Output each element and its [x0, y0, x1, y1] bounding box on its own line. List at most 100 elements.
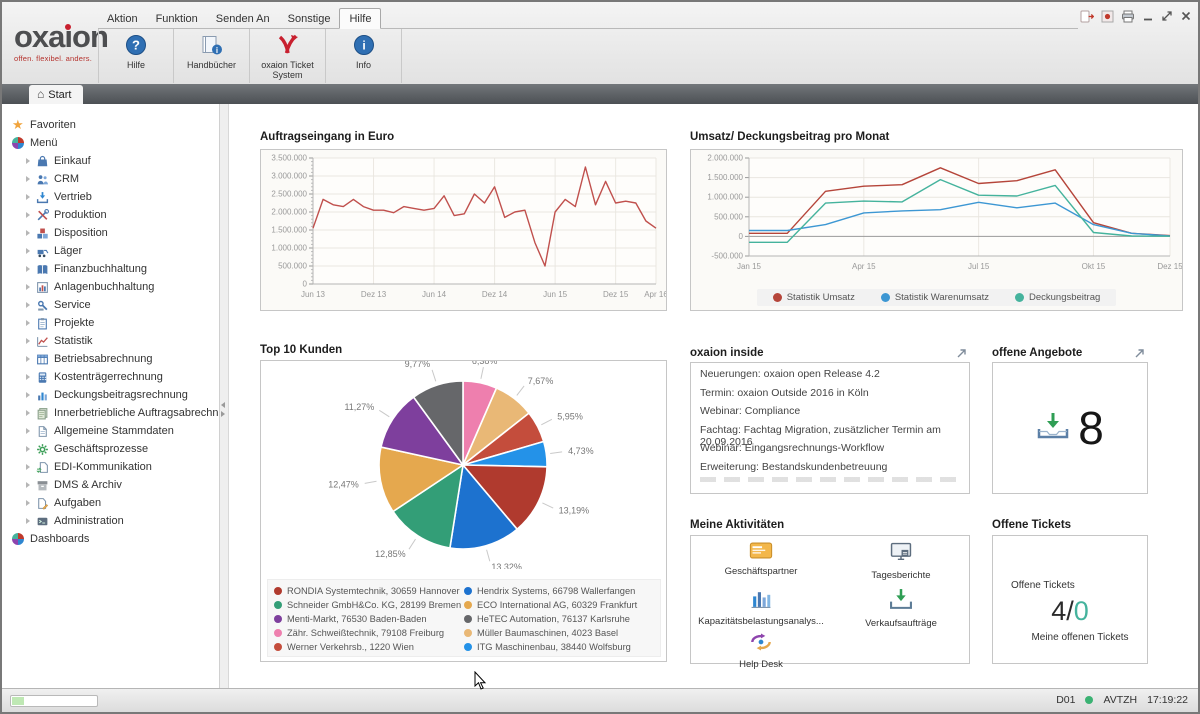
toolbar-info-circle-button[interactable]: i Info	[326, 29, 402, 83]
logo-text: oxaıon	[14, 19, 109, 54]
menu-hilfe[interactable]: Hilfe	[339, 8, 382, 29]
sidebar-item-geschäftsprozesse[interactable]: Geschäftsprozesse	[2, 440, 219, 458]
expander-icon[interactable]	[26, 230, 30, 236]
toolbar-oxaion-bird-button[interactable]: oxaion Ticket System	[250, 29, 326, 83]
offene-angebote-kpi[interactable]: 8	[993, 405, 1147, 451]
window-controls	[1080, 7, 1192, 25]
toolbar-button-label: oxaion Ticket System	[261, 60, 314, 80]
sidebar-item-dms-archiv[interactable]: DMS & Archiv	[2, 476, 219, 494]
toolbar-manual-book-button[interactable]: i Handbücher	[174, 29, 250, 83]
sidebar-item-deckungsbeitragsrechnung[interactable]: Deckungsbeitragsrechnung	[2, 386, 219, 404]
print-icon[interactable]	[1121, 10, 1135, 23]
offene-tickets-count[interactable]: 4/0	[1051, 596, 1089, 626]
sidebar-splitter[interactable]	[220, 104, 229, 688]
expander-icon[interactable]	[26, 428, 30, 434]
expander-icon[interactable]	[26, 374, 30, 380]
news-item[interactable]: Webinar: Eingangsrechnungs-Workflow	[700, 442, 885, 454]
expander-icon[interactable]	[26, 482, 30, 488]
news-item[interactable]: Webinar: Compliance	[700, 405, 801, 417]
sidebar-item-kostenträgerrechnung[interactable]: Kostenträgerrechnung	[2, 368, 219, 386]
menu-senden-an[interactable]: Senden An	[215, 13, 270, 25]
sidebar-item-label: Läger	[54, 245, 83, 257]
expander-icon[interactable]	[26, 518, 30, 524]
activity-tray-green[interactable]: Verkaufsaufträge	[831, 588, 971, 629]
sidebar-item-label: Innerbetriebliche Auftragsabrechnung	[54, 407, 220, 419]
pie-legend-item: Schneider GmbH&Co. KG, 28199 Bremen	[274, 598, 464, 612]
expand-offene-angebote-icon[interactable]	[1134, 346, 1148, 360]
sidebar-item-einkauf[interactable]: Einkauf	[2, 152, 219, 170]
maximize-button[interactable]	[1161, 10, 1173, 22]
session-icon[interactable]	[1101, 10, 1114, 23]
expand-oxaion-inside-icon[interactable]	[956, 346, 970, 360]
tray-arrow-icon	[36, 191, 49, 204]
sidebar-item-service[interactable]: Service	[2, 296, 219, 314]
sidebar-item-menu[interactable]: Menü	[2, 134, 219, 152]
expander-icon[interactable]	[26, 356, 30, 362]
minimize-button[interactable]	[1142, 10, 1154, 22]
news-item[interactable]: Erweiterung: Bestandskundenbetreuung	[700, 460, 888, 473]
tab-start[interactable]: ⌂ Start	[29, 85, 84, 104]
activity-helpdesk[interactable]: Help Desk	[691, 632, 831, 670]
clipboard-icon	[36, 317, 49, 330]
toolbar-help-circle-button[interactable]: ? Hilfe	[98, 29, 174, 83]
system-id: D01	[1056, 694, 1076, 706]
expander-icon[interactable]	[26, 248, 30, 254]
expander-icon[interactable]	[26, 266, 30, 272]
menu-sonstige[interactable]: Sonstige	[287, 13, 331, 25]
expander-icon[interactable]	[26, 320, 30, 326]
sidebar-item-label: Menü	[30, 137, 58, 149]
sidebar-item-edi-kommunikation[interactable]: EDI-Kommunikation	[2, 458, 219, 476]
expander-icon[interactable]	[26, 158, 30, 164]
expander-icon[interactable]	[26, 464, 30, 470]
expander-icon[interactable]	[26, 410, 30, 416]
tray-green-icon	[831, 588, 971, 616]
sidebar-item-label: Administration	[54, 515, 124, 527]
sidebar-item-crm[interactable]: CRM	[2, 170, 219, 188]
expander-icon[interactable]	[26, 446, 30, 452]
svg-text:11,27%: 11,27%	[344, 402, 374, 412]
chart-line-icon	[36, 335, 49, 348]
expander-icon[interactable]	[26, 194, 30, 200]
sidebar-item-allgemeine-stammdaten[interactable]: Allgemeine Stammdaten	[2, 422, 219, 440]
splitter-collapse-icon[interactable]	[221, 399, 225, 420]
activity-card[interactable]: Geschäftspartner	[691, 542, 831, 577]
expander-icon[interactable]	[26, 212, 30, 218]
expander-icon[interactable]	[26, 500, 30, 506]
sidebar-item-finanzbuchhaltung[interactable]: Finanzbuchhaltung	[2, 260, 219, 278]
sidebar-item-administration[interactable]: Administration	[2, 512, 219, 530]
sidebar-item-innerbetriebliche-auftragsabrechnung[interactable]: Innerbetriebliche Auftragsabrechnung	[2, 404, 219, 422]
sidebar-item-label: Betriebsabrechnung	[54, 353, 153, 365]
table-icon	[36, 353, 49, 366]
sidebar-item-favoriten[interactable]: ★ Favoriten	[2, 116, 219, 134]
expander-icon[interactable]	[26, 338, 30, 344]
news-item[interactable]: Fachtag: Fachtag Migration, zusätzlicher…	[700, 423, 941, 448]
close-button[interactable]	[1180, 10, 1192, 22]
sidebar-item-aufgaben[interactable]: Aufgaben	[2, 494, 219, 512]
news-item[interactable]: Termin: oxaion Outside 2016 in Köln	[700, 386, 869, 399]
sidebar-item-dashboards[interactable]: Dashboards	[2, 530, 219, 548]
sidebar-item-anlagenbuchhaltung[interactable]: Anlagenbuchhaltung	[2, 278, 219, 296]
sidebar-item-läger[interactable]: Läger	[2, 242, 219, 260]
expander-icon[interactable]	[26, 176, 30, 182]
activity-capacity-bars[interactable]: Kapazitätsbelastungsanalys...	[691, 588, 831, 627]
toolbar-button-label: Hilfe	[126, 60, 145, 70]
menu-aktion[interactable]: Aktion	[107, 13, 138, 25]
sidebar-item-label: Finanzbuchhaltung	[54, 263, 147, 275]
expander-icon[interactable]	[26, 302, 30, 308]
activity-monitor[interactable]: Tagesberichte	[831, 542, 971, 581]
sidebar-item-betriebsabrechnung[interactable]: Betriebsabrechnung	[2, 350, 219, 368]
news-item[interactable]: Neuerungen: oxaion open Release 4.2	[700, 368, 880, 380]
expander-icon[interactable]	[26, 284, 30, 290]
sidebar-item-disposition[interactable]: Disposition	[2, 224, 219, 242]
sidebar-item-vertrieb[interactable]: Vertrieb	[2, 188, 219, 206]
activity-label: Verkaufsaufträge	[865, 618, 937, 629]
logout-icon[interactable]	[1080, 10, 1094, 23]
sidebar-item-projekte[interactable]: Projekte	[2, 314, 219, 332]
menu-funktion[interactable]: Funktion	[155, 13, 198, 25]
expander-icon[interactable]	[26, 392, 30, 398]
legend-dot-icon	[464, 629, 472, 637]
sidebar-item-produktion[interactable]: Produktion	[2, 206, 219, 224]
sidebar-item-statistik[interactable]: Statistik	[2, 332, 219, 350]
toolbar: ? Hilfe i Handbücher oxaion Ticket System i In…	[98, 29, 402, 83]
